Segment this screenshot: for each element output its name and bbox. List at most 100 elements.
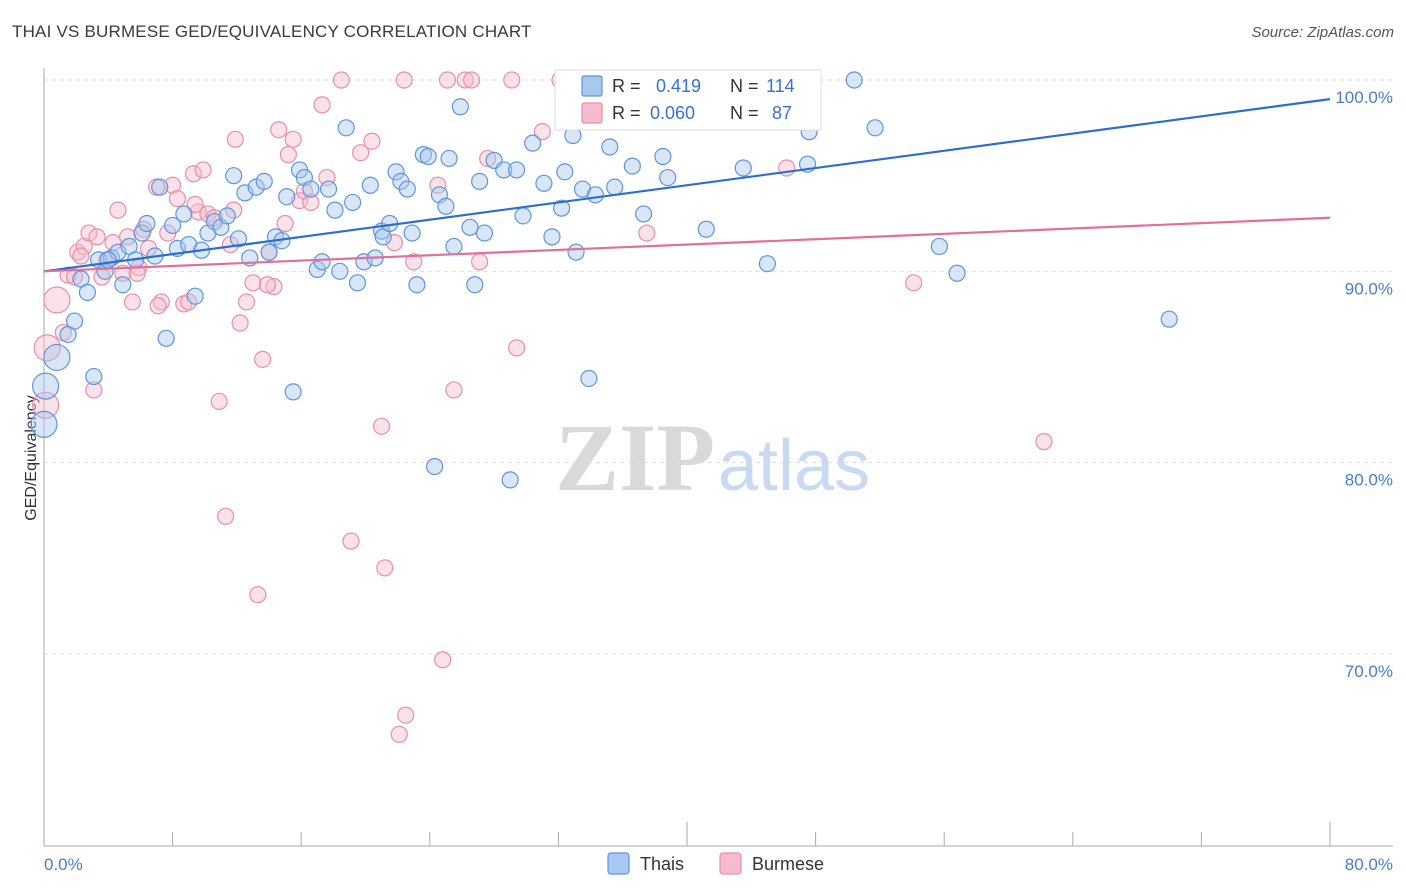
data-point (508, 161, 526, 179)
data-point (313, 96, 331, 114)
data-point (244, 274, 262, 292)
data-point (258, 276, 277, 294)
data-point (471, 253, 489, 271)
legend-swatch-thais (581, 75, 603, 97)
data-point (623, 157, 641, 175)
data-point (1035, 433, 1053, 451)
data-point (164, 176, 182, 194)
legend-r-label-burmese: R = (612, 103, 641, 123)
data-point (495, 161, 513, 179)
data-point (72, 247, 90, 265)
data-point (363, 132, 381, 150)
series-thais-points (30, 71, 1178, 489)
data-point (186, 195, 204, 213)
data-point (514, 207, 532, 225)
data-point (284, 383, 302, 401)
data-point (149, 297, 167, 315)
data-point (237, 293, 256, 311)
data-point (231, 314, 249, 332)
data-point (438, 71, 457, 89)
y-axis-label: GED/Equivalency (23, 395, 40, 520)
data-point (276, 214, 294, 233)
data-point (734, 159, 752, 177)
legend-series: Thais Burmese (607, 852, 824, 875)
data-point (580, 369, 598, 388)
watermark-atlas: atlas (718, 426, 870, 506)
data-point (302, 193, 320, 212)
data-point (543, 228, 561, 246)
data-point (80, 224, 98, 242)
data-point (352, 144, 370, 162)
data-point (164, 216, 182, 235)
data-point (157, 329, 175, 347)
data-point (501, 471, 519, 489)
data-point (445, 381, 463, 399)
data-point (361, 176, 379, 194)
data-point (475, 224, 494, 242)
data-point (479, 149, 497, 168)
data-point (210, 392, 228, 411)
legend-n-value-burmese: 87 (772, 103, 792, 123)
axes (43, 68, 1393, 847)
data-point (503, 71, 521, 89)
data-point (638, 224, 656, 242)
data-point (175, 205, 193, 223)
data-point (948, 264, 966, 282)
y-tick-label: 90.0% (1345, 279, 1393, 298)
data-point (205, 209, 223, 227)
chart-title: THAI VS BURMESE GED/EQUIVALENCY CORRELAT… (12, 22, 532, 41)
y-tick-label: 80.0% (1345, 471, 1393, 490)
legend-bottom-swatch-burmese (719, 852, 742, 875)
legend-stats: R = 0.419 N = 114 R = 0.060 N = 87 (554, 69, 822, 131)
data-point (32, 372, 60, 400)
data-point (270, 121, 288, 139)
trend-line-burmese (43, 216, 1331, 273)
data-point (567, 243, 585, 261)
data-point (218, 207, 236, 225)
data-point (556, 163, 574, 181)
data-point (395, 71, 413, 89)
data-point (65, 312, 84, 330)
legend-n-value-thais: 114 (766, 76, 795, 96)
chart-source: Source: ZipAtlas.com (1251, 24, 1394, 41)
data-point (217, 507, 235, 525)
data-point (331, 262, 349, 280)
data-point (376, 559, 394, 577)
data-point (88, 228, 106, 246)
legend-swatch-burmese (581, 102, 603, 124)
data-point (319, 180, 338, 198)
data-point (405, 253, 423, 271)
legend-bottom-label-burmese: Burmese (752, 854, 824, 874)
data-point (133, 224, 151, 242)
data-point (260, 243, 278, 261)
data-point (606, 178, 624, 196)
data-point (326, 201, 344, 219)
data-point (180, 293, 198, 311)
data-point (659, 168, 677, 187)
data-point (344, 193, 362, 212)
data-point (226, 130, 244, 148)
data-point (249, 586, 267, 604)
data-point (151, 178, 169, 196)
data-point (184, 165, 203, 183)
watermark: ZIP atlas (555, 404, 870, 511)
data-point (601, 138, 619, 156)
data-point (337, 119, 355, 137)
y-tick-labels: 100.0% 90.0% 80.0% 70.0% (1335, 88, 1393, 681)
data-point (437, 197, 455, 215)
legend-r-value-burmese: 0.060 (650, 103, 695, 123)
data-point (225, 167, 243, 185)
data-point (225, 201, 243, 219)
data-point (114, 276, 132, 294)
legend-n-label-burmese: N = (730, 103, 759, 123)
data-point (186, 287, 204, 305)
data-point (930, 237, 948, 256)
data-point (43, 286, 71, 314)
data-point (398, 180, 416, 198)
data-point (451, 98, 469, 116)
data-point (758, 255, 776, 273)
data-point (419, 147, 437, 166)
data-point (866, 119, 884, 137)
data-point (461, 218, 479, 236)
data-point (845, 71, 863, 89)
